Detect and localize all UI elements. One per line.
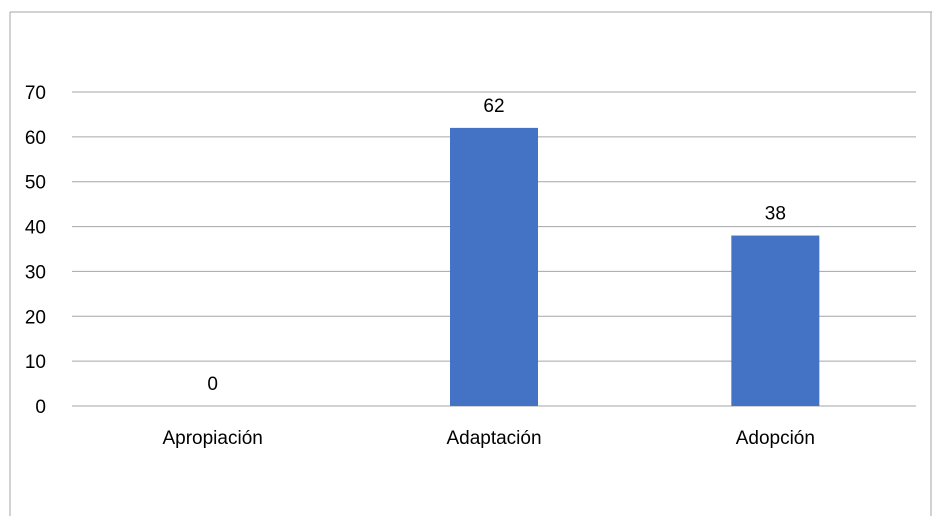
data-label: 62 (483, 96, 504, 117)
y-tick-label: 10 (25, 352, 46, 373)
y-tick-label: 50 (25, 173, 46, 194)
data-label: 0 (207, 374, 218, 395)
data-label: 38 (765, 204, 786, 225)
y-tick-label: 40 (25, 218, 46, 239)
category-label: Adopción (736, 428, 815, 449)
bar-3 (731, 235, 820, 406)
y-tick-label: 30 (25, 262, 46, 283)
y-tick-label: 0 (35, 397, 46, 418)
category-label: Apropiación (162, 428, 262, 449)
y-axis-ticks: 0 10 20 30 40 50 60 70 (25, 83, 46, 418)
data-labels: 0 62 38 (207, 96, 786, 395)
y-tick-label: 60 (25, 128, 46, 149)
y-tick-label: 70 (25, 83, 46, 104)
bar-2 (450, 127, 538, 406)
bars (450, 127, 820, 406)
x-axis-categories: Apropiación Adaptación Adopción (162, 428, 814, 449)
category-label: Adaptación (446, 428, 541, 449)
y-tick-label: 20 (25, 307, 46, 328)
